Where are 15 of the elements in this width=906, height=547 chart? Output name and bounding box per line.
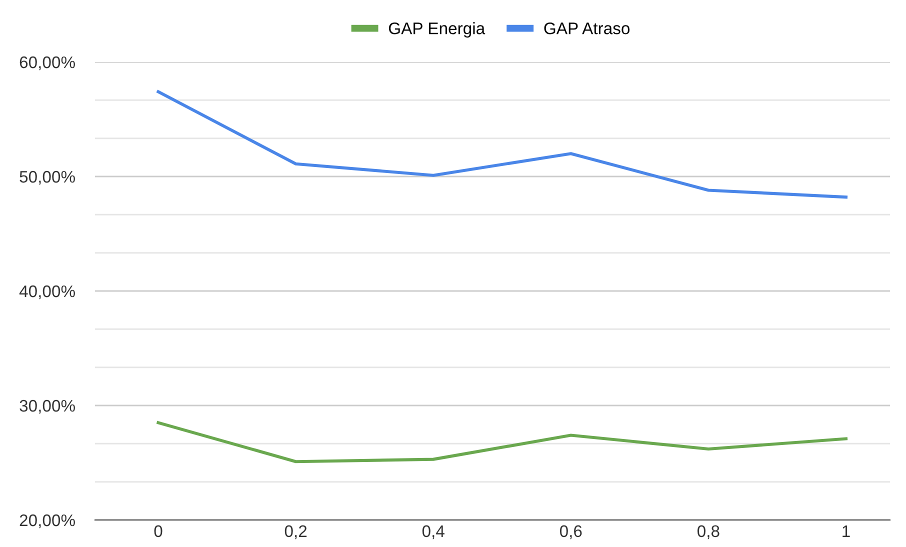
x-tick-label: 0,2: [284, 525, 307, 540]
y-tick-label: 30,00%: [20, 400, 75, 414]
x-tick-label: 0,8: [698, 525, 720, 540]
y-tick-label: 20,00%: [20, 514, 75, 528]
x-tick-label: 1: [842, 525, 850, 537]
x-tick-label: 0,6: [560, 525, 582, 540]
line-series: [156, 421, 848, 464]
y-tick-label: 40,00%: [19, 285, 75, 300]
y-tick-label: 60,00%: [20, 56, 75, 70]
legend-label: GAP Atraso: [544, 22, 630, 34]
x-tick-label: 0,4: [422, 525, 444, 540]
legend-label: GAP Energia: [388, 22, 486, 38]
y-tick-label: 50,00%: [20, 170, 75, 185]
x-tick-label: 0: [154, 525, 162, 538]
line-series: [156, 90, 848, 199]
